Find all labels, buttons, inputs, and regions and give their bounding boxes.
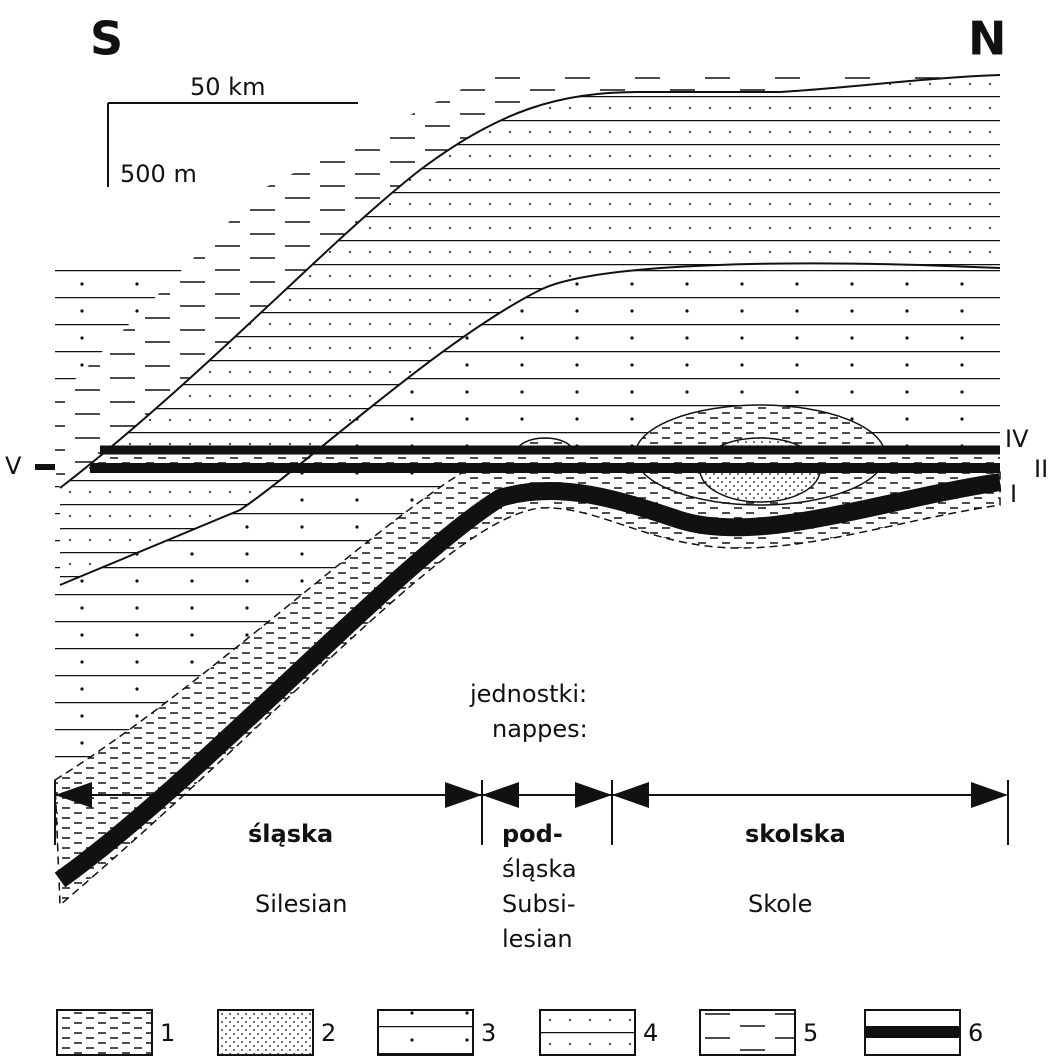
nappe-polish: skolska — [745, 820, 846, 848]
horizon-label: IV — [1005, 425, 1029, 453]
nappe-english: lesian — [502, 925, 573, 953]
nappe-polish: śląska — [248, 820, 333, 848]
legend-number: 4 — [643, 1019, 658, 1047]
legend-number: 1 — [160, 1019, 175, 1047]
nappe-english: Silesian — [255, 890, 347, 918]
nappe-english: Subsi- — [502, 890, 576, 918]
geology — [35, 70, 1000, 905]
legend-number: 5 — [803, 1019, 818, 1047]
north-label: N — [968, 12, 1007, 66]
legend-number: 6 — [968, 1019, 983, 1047]
legend-number: 3 — [481, 1019, 496, 1047]
vertical-scale: 500 m — [120, 160, 197, 188]
cross-section: S N 50 km 500 m V IV II I jednostki: nap… — [0, 0, 1051, 1062]
horizon-label: I — [1010, 480, 1017, 508]
legend-number: 2 — [321, 1019, 336, 1047]
nappe-polish: pod- — [502, 820, 563, 848]
horizon-label: II — [1034, 455, 1048, 483]
legend-boxes — [57, 1010, 960, 1055]
horizon-label: V — [5, 452, 22, 480]
units-heading: jednostki: — [469, 680, 587, 708]
horizontal-scale: 50 km — [190, 73, 265, 101]
south-label: S — [90, 12, 123, 66]
nappe-english: Skole — [748, 890, 812, 918]
units-heading: nappes: — [492, 715, 588, 743]
nappe-polish: śląska — [502, 855, 577, 883]
